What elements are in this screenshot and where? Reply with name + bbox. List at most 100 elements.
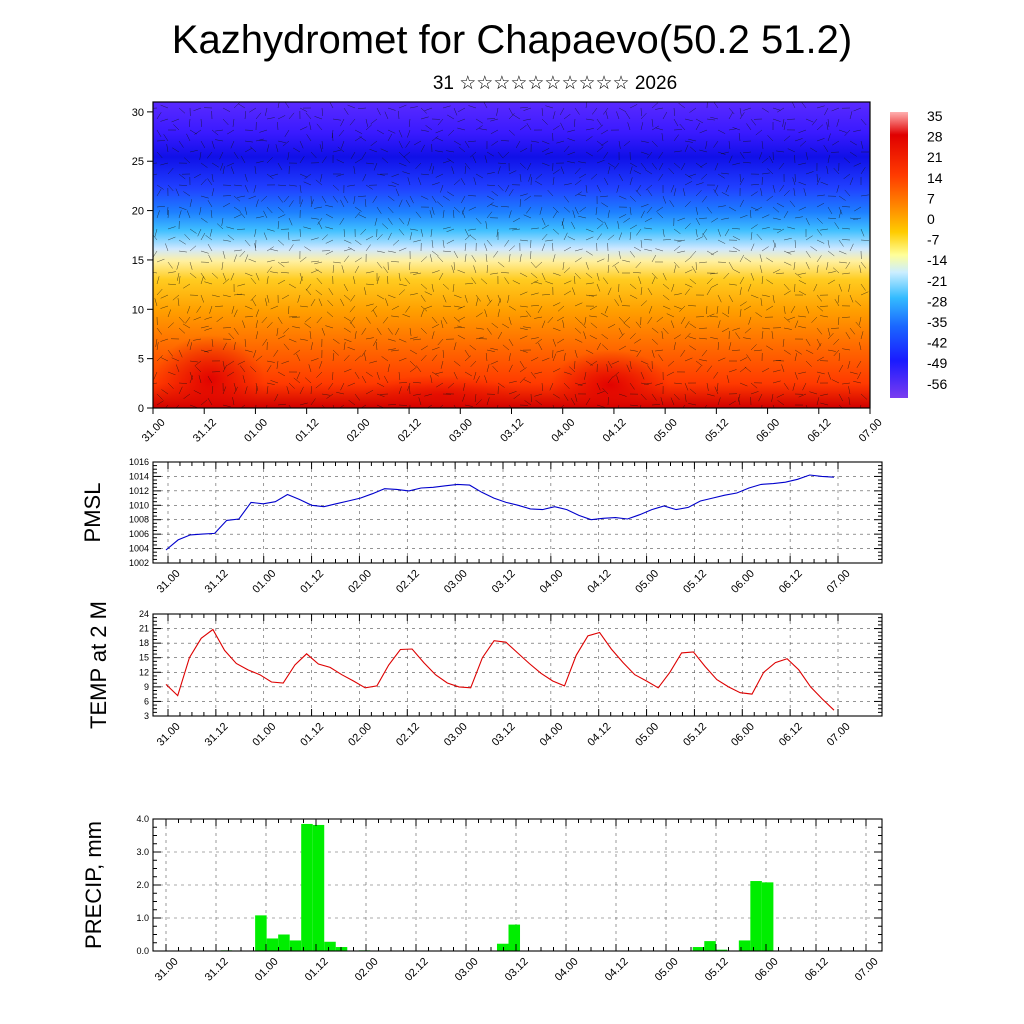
- wind-barb: [651, 338, 658, 345]
- wind-barb: [222, 342, 227, 351]
- precip-bar: [312, 824, 325, 951]
- wind-barb: [844, 129, 851, 137]
- y-tick-label: 21: [139, 624, 149, 634]
- wind-barb: [156, 112, 162, 120]
- wind-barb: [689, 323, 697, 329]
- y-tick-label: 1010: [129, 500, 149, 510]
- x-tick-label: 01.12: [298, 721, 326, 749]
- wind-barb: [530, 140, 539, 143]
- wind-barb: [673, 118, 679, 127]
- wind-barb: [816, 124, 824, 131]
- wind-barb: [376, 261, 383, 269]
- wind-barb: [233, 206, 241, 212]
- wind-barb: [403, 151, 411, 158]
- x-tick-label: 05.00: [633, 568, 661, 596]
- wind-barb: [545, 281, 554, 285]
- wind-barb: [501, 140, 510, 142]
- wind-barb: [702, 233, 708, 241]
- panel-frame: [152, 461, 883, 564]
- wind-barb: [464, 349, 470, 357]
- wind-barb: [480, 278, 488, 285]
- x-tick-label: 01.00: [253, 956, 281, 984]
- wind-barb: [211, 188, 215, 197]
- wind-barb: [776, 272, 785, 275]
- wind-barb: [728, 128, 737, 131]
- wind-barb: [761, 214, 770, 219]
- wind-barb: [259, 129, 268, 133]
- wind-barb: [640, 371, 645, 380]
- wind-barb: [288, 305, 290, 314]
- wind-barb: [464, 294, 468, 303]
- wind-barb: [655, 248, 664, 252]
- wind-barb: [827, 206, 833, 215]
- wind-barb: [820, 315, 829, 318]
- wind-barb: [420, 228, 424, 237]
- wind-barb: [354, 331, 357, 340]
- wind-barb: [732, 349, 741, 351]
- wind-barb: [266, 266, 273, 274]
- wind-barb: [387, 206, 394, 214]
- y-tick-label: 2.0: [136, 880, 149, 890]
- wind-barb: [805, 235, 813, 241]
- heatmap-x-tick-label: 07.00: [857, 417, 885, 445]
- wind-barb: [574, 206, 579, 215]
- wind-barb: [723, 272, 730, 280]
- wind-barb: [849, 151, 857, 157]
- wind-barb: [420, 256, 428, 263]
- wind-barb: [798, 326, 807, 329]
- wind-barb: [420, 129, 429, 132]
- wind-barb: [688, 403, 697, 406]
- x-tick-label: 03.12: [490, 568, 518, 596]
- colorbar-label: 14: [927, 170, 943, 186]
- wind-barb: [579, 173, 587, 179]
- wind-barb: [567, 161, 576, 164]
- x-tick-label: 05.12: [681, 721, 709, 749]
- y-tick-label: 24: [139, 609, 149, 619]
- wind-barb: [440, 320, 444, 329]
- wind-barb: [211, 173, 214, 182]
- wind-barb: [758, 151, 763, 160]
- wind-barb: [820, 393, 829, 396]
- wind-barb: [200, 272, 206, 280]
- wind-barb: [732, 162, 741, 166]
- heatmap-x-tick-label: 03.00: [447, 417, 475, 445]
- wind-barb: [749, 210, 752, 219]
- wind-barb: [464, 404, 473, 407]
- wind-barb: [823, 145, 829, 153]
- wind-barb: [758, 393, 763, 402]
- wind-barb: [497, 184, 504, 192]
- wind-barb: [398, 247, 407, 252]
- wind-barb: [585, 118, 594, 121]
- wind-barb: [216, 223, 224, 230]
- wind-barb: [491, 140, 499, 146]
- wind-barb: [782, 338, 785, 347]
- wind-barb: [530, 292, 539, 296]
- wind-barb: [750, 191, 758, 197]
- wind-barb: [413, 239, 422, 243]
- wind-barb: [640, 107, 642, 116]
- wind-barb: [849, 177, 854, 186]
- y-tick-label: 3.0: [136, 847, 149, 857]
- wind-barb: [585, 272, 593, 279]
- wind-barb: [590, 173, 598, 180]
- wind-barb: [530, 393, 532, 402]
- wind-barb: [706, 278, 713, 285]
- wind-barb: [365, 124, 373, 131]
- wind-barb: [552, 125, 560, 131]
- colorbar-label: -7: [927, 232, 940, 248]
- wind-barb: [486, 364, 490, 373]
- wind-barb: [756, 233, 763, 241]
- wind-barb: [468, 206, 477, 211]
- wind-barb: [404, 156, 411, 164]
- wind-barb: [270, 271, 279, 274]
- wind-barb: [843, 173, 851, 180]
- wind-barb: [695, 182, 704, 186]
- wind-barb: [340, 199, 345, 208]
- wind-barb: [816, 375, 820, 384]
- wind-barb: [383, 266, 389, 274]
- wind-barb: [354, 355, 362, 362]
- wind-barb: [405, 140, 411, 148]
- wind-barb: [826, 122, 829, 131]
- wind-barb: [717, 173, 725, 179]
- wind-barb: [790, 305, 796, 314]
